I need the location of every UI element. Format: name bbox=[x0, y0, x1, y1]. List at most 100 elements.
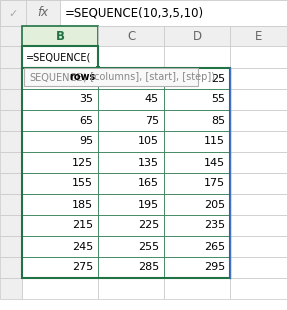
Bar bbox=[164, 110, 230, 131]
Bar bbox=[230, 215, 287, 236]
Bar bbox=[0, 131, 22, 152]
Text: 175: 175 bbox=[204, 179, 225, 188]
Bar bbox=[22, 68, 98, 89]
Text: 185: 185 bbox=[72, 200, 93, 210]
Text: 295: 295 bbox=[204, 263, 225, 272]
Bar bbox=[0, 236, 22, 257]
Bar bbox=[22, 68, 230, 278]
Bar bbox=[164, 278, 230, 299]
Bar bbox=[98, 257, 164, 278]
Bar bbox=[0, 215, 22, 236]
Text: 65: 65 bbox=[79, 116, 93, 126]
Bar bbox=[22, 236, 98, 257]
Bar bbox=[164, 257, 230, 278]
Bar bbox=[98, 194, 164, 215]
Bar bbox=[230, 236, 287, 257]
Bar bbox=[22, 46, 98, 68]
Bar bbox=[164, 68, 230, 89]
Bar bbox=[164, 131, 230, 152]
Bar bbox=[98, 236, 164, 257]
Bar bbox=[22, 236, 98, 257]
Bar bbox=[98, 173, 164, 194]
Bar bbox=[22, 110, 98, 131]
Bar bbox=[164, 236, 230, 257]
Bar bbox=[164, 152, 230, 173]
Text: 235: 235 bbox=[204, 220, 225, 231]
Text: E: E bbox=[255, 29, 262, 42]
Bar bbox=[230, 173, 287, 194]
Text: 275: 275 bbox=[72, 263, 93, 272]
Bar bbox=[230, 26, 287, 46]
Bar bbox=[22, 215, 98, 236]
Text: C: C bbox=[127, 29, 135, 42]
Text: 225: 225 bbox=[138, 220, 159, 231]
Bar bbox=[22, 257, 98, 278]
Text: , [columns], [start], [step]): , [columns], [start], [step]) bbox=[84, 72, 215, 82]
Text: 255: 255 bbox=[138, 241, 159, 251]
Text: 15: 15 bbox=[145, 73, 159, 83]
Text: fx: fx bbox=[37, 7, 49, 20]
Text: 75: 75 bbox=[145, 116, 159, 126]
Bar bbox=[26, 0, 60, 26]
Bar bbox=[0, 257, 22, 278]
Bar bbox=[22, 152, 98, 173]
Text: 265: 265 bbox=[204, 241, 225, 251]
Bar bbox=[98, 89, 164, 110]
Bar bbox=[0, 278, 22, 299]
Bar bbox=[0, 68, 22, 89]
Text: 145: 145 bbox=[204, 157, 225, 167]
Bar bbox=[24, 68, 198, 86]
Bar bbox=[98, 236, 164, 257]
Bar bbox=[22, 194, 98, 215]
Bar bbox=[164, 215, 230, 236]
Bar bbox=[22, 68, 98, 89]
Bar bbox=[22, 110, 98, 131]
Bar bbox=[164, 236, 230, 257]
Bar bbox=[98, 46, 164, 68]
Bar bbox=[98, 68, 164, 89]
Text: 195: 195 bbox=[138, 200, 159, 210]
Text: 25: 25 bbox=[211, 73, 225, 83]
Bar bbox=[164, 215, 230, 236]
Bar bbox=[22, 278, 98, 299]
Bar bbox=[22, 46, 98, 68]
Text: B: B bbox=[55, 29, 65, 42]
Bar bbox=[22, 152, 98, 173]
Text: 55: 55 bbox=[211, 95, 225, 104]
Bar bbox=[98, 257, 164, 278]
Bar bbox=[22, 173, 98, 194]
Bar bbox=[164, 152, 230, 173]
Text: 125: 125 bbox=[72, 157, 93, 167]
Bar bbox=[0, 173, 22, 194]
Text: 95: 95 bbox=[79, 136, 93, 147]
Bar bbox=[230, 152, 287, 173]
Bar bbox=[164, 89, 230, 110]
Bar bbox=[60, 0, 287, 26]
Text: 5: 5 bbox=[86, 73, 93, 83]
Text: 165: 165 bbox=[138, 179, 159, 188]
Bar bbox=[98, 215, 164, 236]
Text: ✓: ✓ bbox=[8, 8, 18, 19]
Bar bbox=[22, 26, 98, 46]
Bar bbox=[22, 215, 98, 236]
Bar bbox=[230, 278, 287, 299]
Text: 245: 245 bbox=[72, 241, 93, 251]
Bar bbox=[0, 110, 22, 131]
Bar bbox=[98, 89, 164, 110]
Text: 215: 215 bbox=[72, 220, 93, 231]
Bar bbox=[230, 110, 287, 131]
Bar bbox=[22, 173, 98, 194]
Bar bbox=[164, 26, 230, 46]
Bar bbox=[230, 194, 287, 215]
Bar bbox=[98, 131, 164, 152]
Bar bbox=[0, 152, 22, 173]
Bar bbox=[98, 110, 164, 131]
Bar bbox=[230, 46, 287, 68]
Bar bbox=[164, 68, 230, 89]
Bar bbox=[22, 257, 98, 278]
Bar bbox=[230, 89, 287, 110]
Bar bbox=[164, 194, 230, 215]
Bar bbox=[98, 131, 164, 152]
Text: 35: 35 bbox=[79, 95, 93, 104]
Bar bbox=[98, 26, 164, 46]
